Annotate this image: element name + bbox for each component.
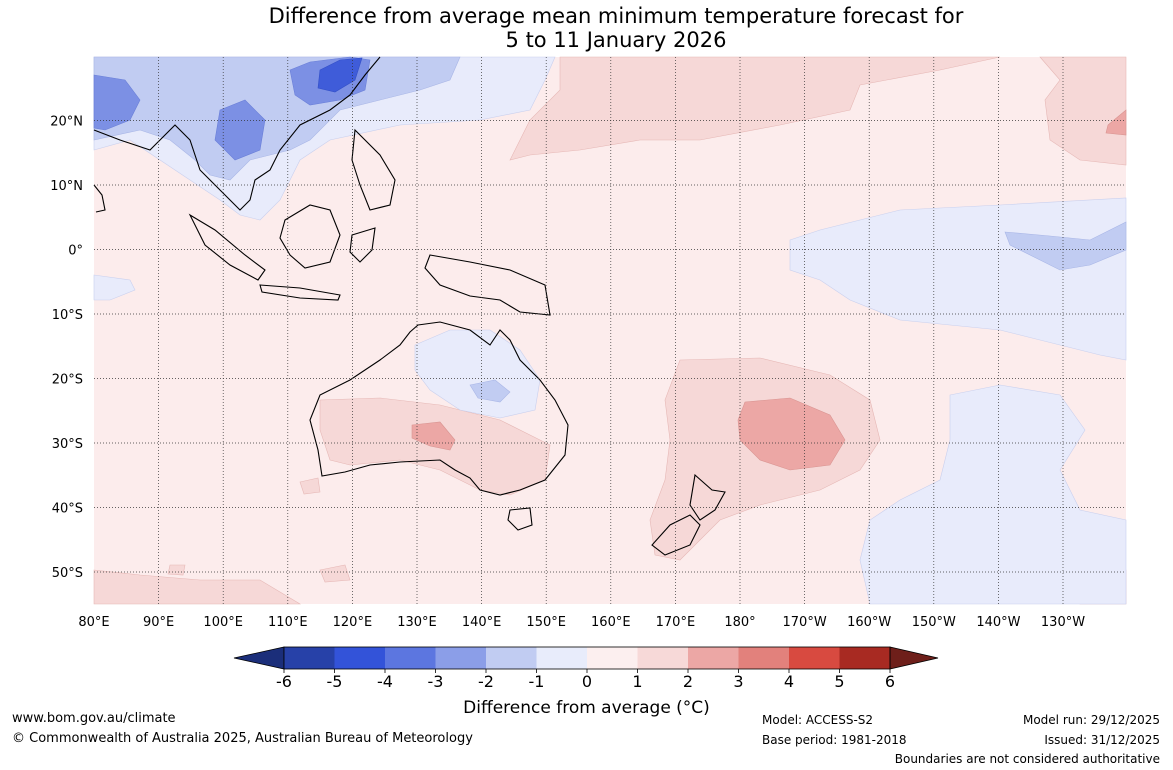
legend-swatch xyxy=(688,647,739,669)
lon-tick-label: 150°W xyxy=(912,615,956,630)
lat-tick-label: 10°N xyxy=(50,179,83,194)
legend-swatch xyxy=(334,647,385,669)
lon-tick-label: 150°E xyxy=(526,615,566,630)
coastlines xyxy=(93,56,726,556)
lon-tick-label: 90°E xyxy=(143,615,174,630)
footer-disclaimer: Boundaries are not considered authoritat… xyxy=(894,752,1160,766)
sumatra-coast xyxy=(188,213,266,281)
lon-tick-label: 110°E xyxy=(268,615,308,630)
new-zealand-south xyxy=(651,514,701,556)
lat-tick-label: 10°S xyxy=(52,308,83,323)
legend-tick-label: 1 xyxy=(632,672,642,691)
footer-model: Model: ACCESS-S2 xyxy=(762,713,874,727)
legend-tick-label: -6 xyxy=(276,672,292,691)
philippines-coast xyxy=(351,128,396,211)
lon-tick-label: 100°E xyxy=(203,615,243,630)
legend-swatch xyxy=(839,647,890,669)
legend-swatch xyxy=(536,647,587,669)
map-title: Difference from average mean minimum tem… xyxy=(0,4,1173,52)
longitude-gridlines xyxy=(158,57,1064,604)
legend-tick-label: -2 xyxy=(478,672,494,691)
lat-tick-label: 30°S xyxy=(52,437,83,452)
legend-tick-label: 6 xyxy=(885,672,895,691)
lon-tick-label: 140°E xyxy=(462,615,502,630)
anomaly-cool-3to4 xyxy=(317,57,363,93)
legend-extend-low xyxy=(233,646,285,670)
legend-swatch xyxy=(284,647,335,669)
anomaly-cool-1to2 xyxy=(93,56,1127,403)
tasmania-coast xyxy=(507,507,533,531)
footer-copyright: © Commonwealth of Australia 2025, Austra… xyxy=(12,731,473,746)
legend-tick-label: -3 xyxy=(428,672,444,691)
legend-tick-label: -5 xyxy=(327,672,343,691)
legend-tick-label: 2 xyxy=(683,672,693,691)
lat-tick-label: 50°S xyxy=(52,566,83,581)
legend-tick-label: -1 xyxy=(529,672,545,691)
legend-tick-label: 0 xyxy=(582,672,592,691)
footer-url[interactable]: www.bom.gov.au/climate xyxy=(12,711,176,726)
lon-tick-label: 140°W xyxy=(976,615,1020,630)
borneo-coast xyxy=(279,204,341,269)
latitude-gridlines xyxy=(94,120,1126,573)
legend-tick-label: 5 xyxy=(834,672,844,691)
lon-tick-label: 180° xyxy=(724,615,755,630)
legend-tick-label: 4 xyxy=(784,672,794,691)
legend-extend-high xyxy=(889,646,939,670)
legend-title: Difference from average (°C) xyxy=(463,698,710,718)
lon-tick-label: 130°E xyxy=(397,615,437,630)
lat-tick-label: 40°S xyxy=(52,502,83,517)
lon-tick-label: 170°E xyxy=(656,615,696,630)
lon-tick-label: 170°W xyxy=(783,615,827,630)
new-zealand-north xyxy=(689,473,726,521)
legend-tick-label: 3 xyxy=(733,672,743,691)
longitude-labels: 80°E 90°E 100°E 110°E 120°E 130°E 140°E 150°E 16… xyxy=(78,615,1085,630)
legend-colorbar xyxy=(233,646,939,670)
lon-tick-label: 160°W xyxy=(847,615,891,630)
asia-mainland xyxy=(93,56,381,211)
legend-tick-labels: -6 -5 -4 -3 -2 -1 0 1 2 3 4 5 6 xyxy=(276,669,895,691)
legend-swatch xyxy=(486,647,537,669)
legend-swatch xyxy=(587,647,638,669)
lat-tick-label: 0° xyxy=(68,244,83,259)
legend-swatch xyxy=(789,647,840,669)
india-tip xyxy=(93,184,106,213)
footer-base-period: Base period: 1981-2018 xyxy=(762,733,907,747)
legend-tick-label: -4 xyxy=(377,672,393,691)
lon-tick-label: 160°E xyxy=(591,615,631,630)
lat-tick-label: 20°N xyxy=(50,115,83,130)
new-guinea-coast xyxy=(424,254,551,316)
lon-tick-label: 80°E xyxy=(78,615,109,630)
java-coast xyxy=(259,284,341,301)
latitude-labels: 20°N 10°N 0° 10°S 20°S 30°S 40°S 50°S xyxy=(50,115,83,582)
australia-coast xyxy=(309,321,569,496)
legend-swatch xyxy=(385,647,436,669)
title-line-1: Difference from average mean minimum tem… xyxy=(268,4,964,28)
title-line-2: 5 to 11 January 2026 xyxy=(505,28,727,52)
lon-tick-label: 120°E xyxy=(333,615,373,630)
lon-tick-label: 130°W xyxy=(1041,615,1085,630)
footer-model-run: Model run: 29/12/2025 xyxy=(1022,713,1160,727)
legend-swatch xyxy=(637,647,688,669)
footer-issued: Issued: 31/12/2025 xyxy=(1044,733,1160,747)
lat-tick-label: 20°S xyxy=(52,373,83,388)
legend-swatch xyxy=(435,647,486,669)
anomaly-warm-2to3 xyxy=(411,109,1127,471)
legend-swatch xyxy=(738,647,789,669)
sulawesi-coast xyxy=(349,227,376,263)
